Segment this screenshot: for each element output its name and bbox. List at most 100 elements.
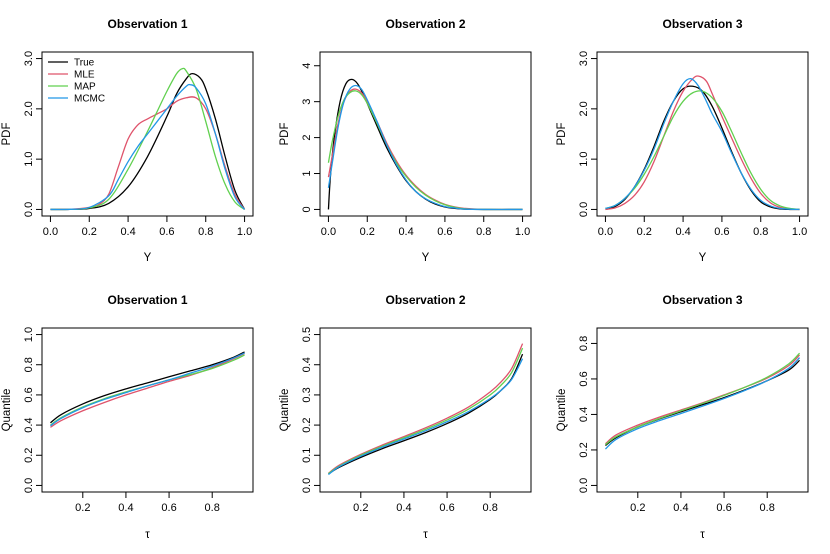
x-tick-label: 0.4 [118,502,133,514]
plot-frame [596,51,809,217]
panel-2: Observation 2 0.0 0.2 0.4 0.6 0.8 1.0 0 1 2 3 4 Y PDF [279,17,532,264]
series-mcmc-line [50,83,246,211]
y-tick-label: 0.8 [23,357,35,372]
panel-title: Observation 1 [107,17,187,31]
series-mcmc-line [327,84,523,211]
y-tick-label: 0.0 [23,478,35,493]
y-tick-label: 2.0 [23,101,35,116]
x-tick-label: 0.2 [637,226,652,238]
x-tick-label: 0.0 [43,226,58,238]
y-tick-label: 0.2 [578,442,590,457]
panel-3: Observation 3 0.0 0.2 0.4 0.6 0.8 1.0 0.0 1.0 2.0… [556,17,809,264]
x-tick-label: 0.2 [360,226,375,238]
series-map-line [50,67,245,211]
x-tick-label: 0.8 [483,502,498,514]
y-tick-label: 0.0 [301,478,313,493]
y-tick-label: 0.8 [578,336,590,351]
x-tick-label: 0.6 [439,502,454,514]
x-tick-label: 0.0 [321,226,336,238]
y-tick-label: 0.4 [578,407,590,422]
y-tick-label: 1.0 [23,327,35,342]
y-tick-label: 2.0 [578,101,590,116]
x-axis-label: Y [422,252,430,264]
x-tick-label: 0.4 [398,226,413,238]
series-mcmc-line [604,357,801,450]
y-tick-label: 0.1 [301,448,313,463]
y-tick-label: 1.0 [578,151,590,166]
panel-6: Observation 3 0.2 0.4 0.6 0.8 0.0 0.2 0.4 0.6 0.8… [556,293,809,541]
x-tick-label: 0.8 [753,226,768,238]
plot-frame [41,51,254,217]
y-tick-label: 3.0 [578,51,590,66]
panel-title: Observation 2 [385,293,465,307]
series-mcmc-line [328,358,524,476]
panel-5: Observation 2 0.2 0.4 0.6 0.8 0.0 0.1 0.2 0.3 0.4… [279,293,532,541]
y-tick-label: 0.0 [578,478,590,493]
x-tick-label: 0.2 [75,502,90,514]
x-tick-label: 0.8 [760,502,775,514]
series-map-line [327,90,523,211]
panel-1: Observation 1 0.0 0.2 0.4 0.6 0.8 1.0 0.0 1.0 2.0… [1,17,254,264]
series-mle-line [50,352,245,428]
x-axis-label: τ [700,529,705,541]
y-tick-label: 4 [301,63,313,69]
y-tick-label: 0.2 [23,448,35,463]
y-axis-label: PDF [556,123,568,146]
x-tick-label: 0.6 [159,226,174,238]
y-axis-label: PDF [279,123,291,146]
y-tick-label: 3.0 [23,51,35,66]
x-tick-label: 0.0 [598,226,613,238]
series-mle-line [605,75,800,211]
x-tick-label: 0.2 [82,226,97,238]
y-tick-label: 2 [301,135,313,141]
panel-4: Observation 1 0.2 0.4 0.6 0.8 0.0 0.2 0.4 0.6 0.8… [1,293,254,541]
y-tick-label: 0 [301,206,313,212]
legend-label-map: MAP [74,82,96,93]
x-tick-label: 0.4 [396,502,411,514]
x-tick-label: 0.4 [120,226,135,238]
y-axis-label: PDF [1,123,13,146]
series-true-line [50,72,246,211]
x-axis-label: Y [699,252,707,264]
y-tick-label: 0.0 [23,202,35,217]
series-map-line [605,352,801,446]
x-tick-label: 0.6 [716,502,731,514]
x-tick-label: 0.4 [673,502,688,514]
y-tick-label: 1.0 [23,151,35,166]
panel-title: Observation 2 [385,17,465,31]
y-axis-label: Quantile [556,389,568,432]
series-true-line [50,351,245,424]
y-tick-label: 0.6 [578,371,590,386]
legend-label-mle: MLE [74,70,95,81]
y-axis-label: Quantile [279,389,291,432]
y-tick-label: 3 [301,99,313,105]
legend-label-true: True [74,58,95,69]
series-map-line [605,90,800,211]
series-mcmc-line [605,77,800,211]
x-axis-label: τ [423,529,428,541]
x-tick-label: 0.8 [205,502,220,514]
series-mcmc-line [50,352,245,427]
y-tick-label: 0.4 [23,417,35,432]
plot-frame [319,327,532,493]
x-tick-label: 1.0 [237,226,252,238]
x-axis-label: Y [144,252,152,264]
plot-frame [596,327,809,493]
x-tick-label: 0.6 [437,226,452,238]
x-tick-label: 0.6 [161,502,176,514]
series-mle-line [328,343,524,474]
y-tick-label: 0.3 [301,387,313,402]
legend-label-mcmc: MCMC [74,94,105,105]
x-tick-label: 1.0 [515,226,530,238]
x-tick-label: 0.2 [630,502,645,514]
x-tick-label: 0.6 [714,226,729,238]
series-mle-line [327,88,523,211]
y-tick-label: 0.4 [301,357,313,372]
x-tick-label: 1.0 [792,226,807,238]
y-axis-label: Quantile [1,389,13,432]
y-tick-label: 0.0 [578,202,590,217]
series-mle-line [50,96,246,211]
x-axis-label: τ [145,529,150,541]
